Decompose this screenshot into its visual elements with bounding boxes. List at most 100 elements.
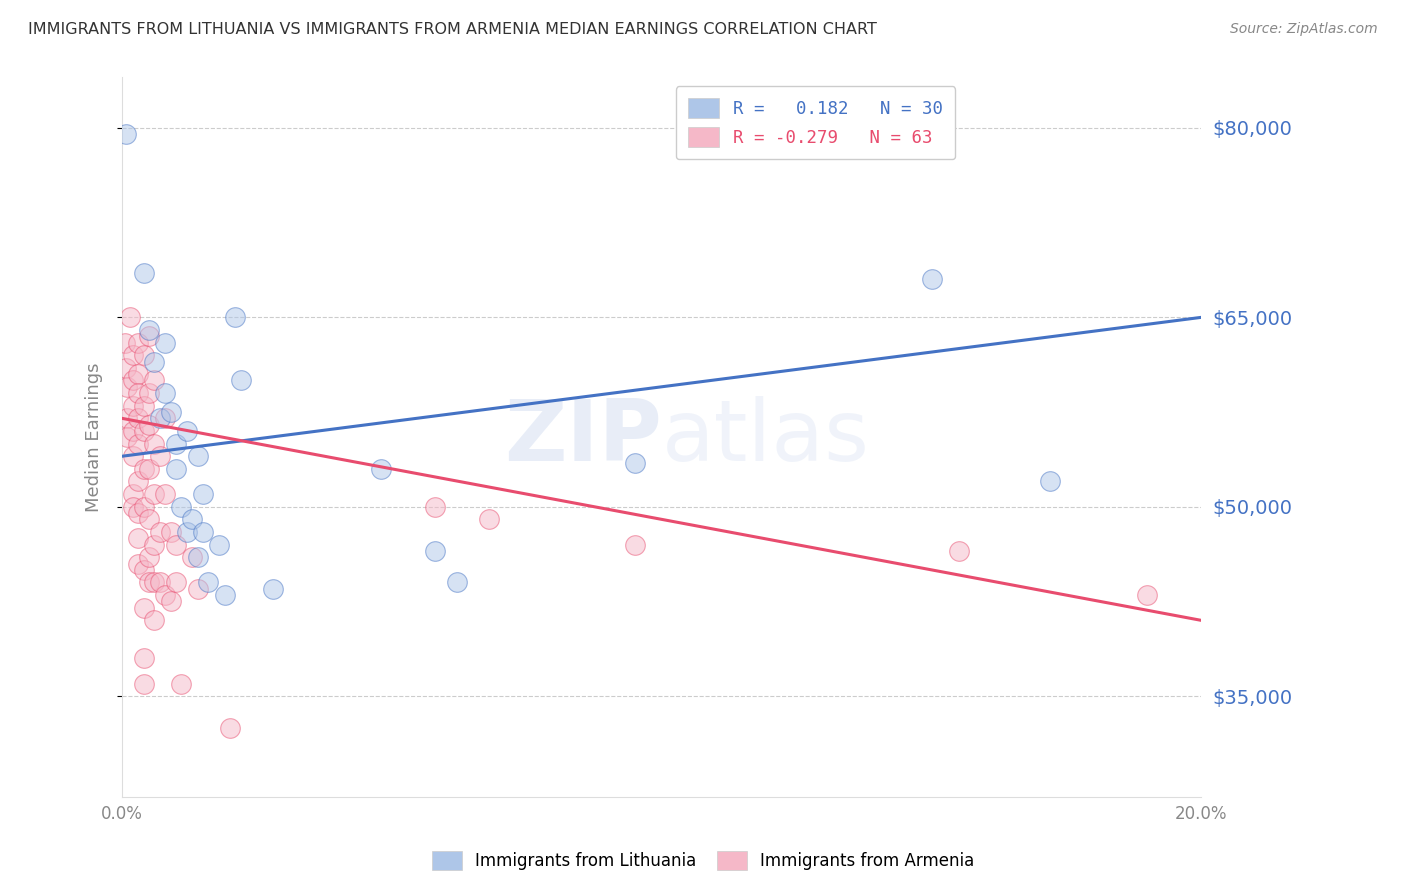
Point	[121, 424, 143, 438]
Point	[132, 600, 155, 615]
Point	[423, 544, 446, 558]
Point	[121, 449, 143, 463]
Point	[159, 405, 181, 419]
Point	[143, 354, 166, 368]
Point	[132, 462, 155, 476]
Point	[138, 386, 160, 401]
Point	[149, 411, 172, 425]
Point	[115, 128, 138, 142]
Point	[127, 506, 149, 520]
Text: IMMIGRANTS FROM LITHUANIA VS IMMIGRANTS FROM ARMENIA MEDIAN EARNINGS CORRELATION: IMMIGRANTS FROM LITHUANIA VS IMMIGRANTS …	[28, 22, 877, 37]
Point	[478, 512, 501, 526]
Point	[170, 500, 193, 514]
Point	[155, 411, 177, 425]
Point	[446, 575, 468, 590]
Point	[229, 374, 252, 388]
Point	[114, 335, 136, 350]
Point	[214, 588, 236, 602]
Point	[187, 449, 209, 463]
Point	[138, 329, 160, 343]
Point	[143, 538, 166, 552]
Point	[138, 550, 160, 565]
Point	[219, 721, 242, 735]
Point	[155, 588, 177, 602]
Point	[132, 651, 155, 665]
Point	[155, 386, 177, 401]
Point	[127, 557, 149, 571]
Point	[117, 430, 139, 444]
Point	[165, 538, 187, 552]
Point	[224, 310, 246, 325]
Point	[149, 524, 172, 539]
Point	[423, 500, 446, 514]
Point	[117, 380, 139, 394]
Point	[115, 360, 138, 375]
Point	[165, 462, 187, 476]
Point	[159, 524, 181, 539]
Point	[1136, 588, 1159, 602]
Point	[155, 487, 177, 501]
Point	[208, 538, 231, 552]
Point	[262, 582, 284, 596]
Point	[370, 462, 392, 476]
Point	[143, 374, 166, 388]
Point	[117, 411, 139, 425]
Point	[132, 424, 155, 438]
Point	[138, 417, 160, 432]
Point	[948, 544, 970, 558]
Point	[623, 538, 645, 552]
Point	[132, 399, 155, 413]
Point	[127, 436, 149, 450]
Point	[623, 456, 645, 470]
Point	[155, 335, 177, 350]
Text: atlas: atlas	[662, 396, 870, 479]
Point	[143, 487, 166, 501]
Legend: R =   0.182   N = 30, R = -0.279   N = 63: R = 0.182 N = 30, R = -0.279 N = 63	[676, 87, 955, 159]
Point	[138, 512, 160, 526]
Point	[165, 575, 187, 590]
Point	[143, 575, 166, 590]
Point	[138, 575, 160, 590]
Y-axis label: Median Earnings: Median Earnings	[86, 362, 103, 512]
Point	[138, 462, 160, 476]
Point	[187, 582, 209, 596]
Point	[187, 550, 209, 565]
Point	[138, 323, 160, 337]
Point	[149, 449, 172, 463]
Point	[127, 386, 149, 401]
Point	[921, 272, 943, 286]
Point	[132, 676, 155, 690]
Point	[143, 436, 166, 450]
Point	[197, 575, 219, 590]
Point	[121, 399, 143, 413]
Point	[1039, 475, 1062, 489]
Point	[121, 348, 143, 362]
Point	[127, 531, 149, 545]
Point	[132, 563, 155, 577]
Point	[127, 335, 149, 350]
Point	[121, 374, 143, 388]
Point	[127, 367, 149, 381]
Point	[176, 524, 198, 539]
Point	[191, 524, 214, 539]
Point	[120, 310, 142, 325]
Point	[191, 487, 214, 501]
Point	[170, 676, 193, 690]
Point	[181, 550, 204, 565]
Point	[176, 424, 198, 438]
Legend: Immigrants from Lithuania, Immigrants from Armenia: Immigrants from Lithuania, Immigrants fr…	[425, 844, 981, 877]
Point	[159, 594, 181, 608]
Point	[132, 500, 155, 514]
Point	[165, 436, 187, 450]
Point	[121, 500, 143, 514]
Point	[127, 475, 149, 489]
Point	[149, 575, 172, 590]
Text: Source: ZipAtlas.com: Source: ZipAtlas.com	[1230, 22, 1378, 37]
Point	[121, 487, 143, 501]
Point	[181, 512, 204, 526]
Point	[143, 613, 166, 627]
Text: ZIP: ZIP	[503, 396, 662, 479]
Point	[132, 266, 155, 280]
Point	[127, 411, 149, 425]
Point	[132, 348, 155, 362]
